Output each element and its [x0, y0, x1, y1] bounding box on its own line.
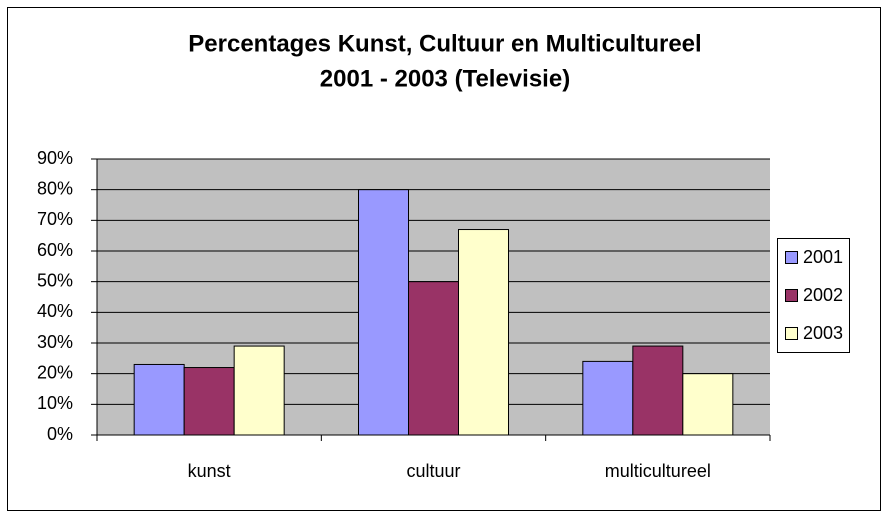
y-tick-label: 80% [37, 178, 73, 198]
y-tick-label: 40% [37, 301, 73, 321]
bar [408, 281, 459, 436]
y-tick-label: 90% [37, 148, 73, 168]
bar [458, 229, 509, 436]
bar [233, 345, 285, 436]
bar [582, 360, 634, 436]
legend-swatch [785, 327, 798, 340]
legend-label: 2001 [803, 247, 843, 267]
x-tick-label: cultuur [406, 461, 460, 481]
bar [183, 367, 235, 436]
x-tick-label: multicultureel [605, 461, 711, 481]
chart-title: Percentages Kunst, Cultuur en Multicultu… [188, 30, 701, 57]
legend-swatch [785, 251, 798, 264]
chart-title: 2001 - 2003 (Televisie) [320, 65, 570, 92]
bar [358, 189, 409, 436]
y-tick-label: 20% [37, 362, 73, 382]
bar [632, 345, 684, 436]
legend-swatch [785, 289, 798, 302]
x-tick-label: kunst [188, 461, 231, 481]
y-tick-label: 30% [37, 332, 73, 352]
y-tick-label: 10% [37, 393, 73, 413]
bar [682, 373, 734, 436]
bar [133, 363, 185, 436]
y-tick-label: 70% [37, 209, 73, 229]
y-tick-label: 0% [47, 424, 73, 444]
legend-label: 2002 [803, 285, 843, 305]
y-tick-label: 60% [37, 240, 73, 260]
y-tick-label: 50% [37, 270, 73, 290]
legend-label: 2003 [803, 323, 843, 343]
